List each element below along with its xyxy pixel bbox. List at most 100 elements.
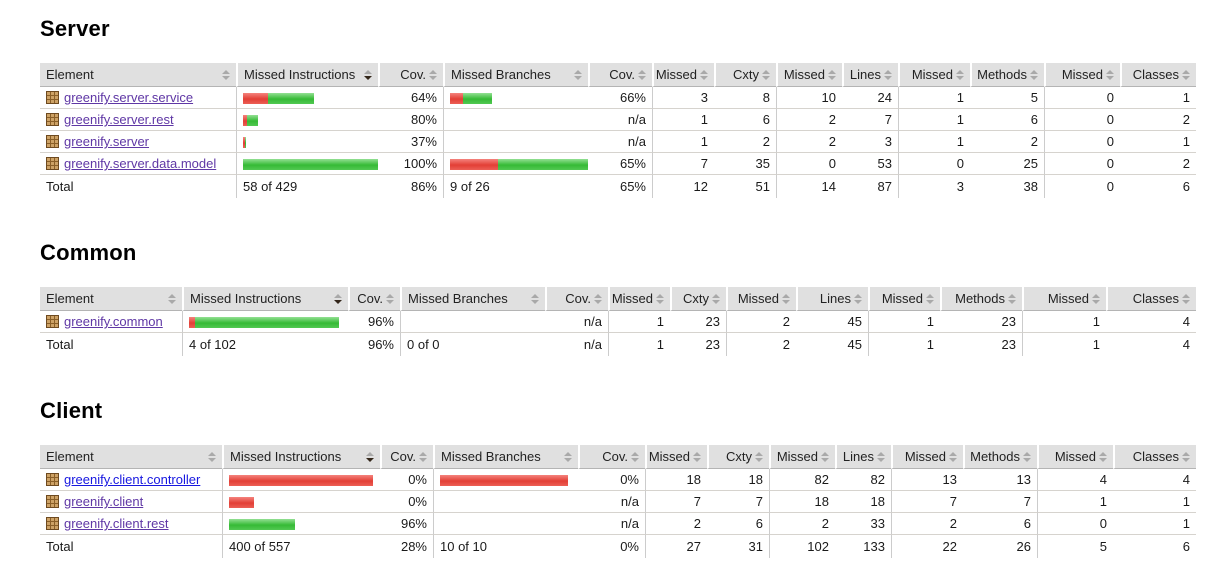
column-header-mb[interactable]: Missed Branches — [433, 445, 578, 469]
column-header-classes[interactable]: Classes — [1120, 63, 1196, 87]
column-header-element[interactable]: Element — [40, 287, 182, 311]
sort-up-arrow — [531, 293, 539, 298]
missed-branches-bar-cell — [443, 109, 588, 131]
element-cell: greenify.client.rest — [40, 513, 222, 535]
sort-up-arrow — [222, 69, 230, 74]
sort-icon — [1182, 293, 1190, 304]
package-link[interactable]: greenify.server.data.model — [64, 156, 217, 171]
column-header-missed4[interactable]: Missed — [1022, 287, 1106, 311]
package-link[interactable]: greenify.server.service — [64, 90, 194, 105]
sort-up-arrow — [884, 69, 892, 74]
column-header-missed3[interactable]: Missed — [891, 445, 963, 469]
sort-up-arrow — [828, 69, 836, 74]
column-header-content: Cov. — [553, 287, 602, 310]
column-header-content: Missed Instructions — [190, 287, 342, 310]
column-header-label: Methods — [977, 67, 1027, 82]
sort-up-arrow — [1023, 451, 1031, 456]
column-header-missed4[interactable]: Missed — [1044, 63, 1120, 87]
column-header-lines[interactable]: Lines — [835, 445, 891, 469]
column-header-label: Missed — [648, 449, 690, 464]
column-header-element[interactable]: Element — [40, 445, 222, 469]
element-cell-content: greenify.server.rest — [46, 112, 230, 127]
column-header-missed1[interactable]: Missed — [652, 63, 714, 87]
column-header-mb[interactable]: Missed Branches — [400, 287, 545, 311]
column-header-element[interactable]: Element — [40, 63, 236, 87]
column-header-missed3[interactable]: Missed — [898, 63, 970, 87]
column-header-missed3[interactable]: Missed — [868, 287, 940, 311]
missed-bar-segment — [243, 137, 245, 149]
sort-down-arrow — [631, 457, 639, 462]
column-header-classes[interactable]: Classes — [1113, 445, 1196, 469]
total-missed-branches-cell: 10 of 10 — [433, 535, 578, 558]
column-header-cov2[interactable]: Cov. — [545, 287, 608, 311]
column-header-missed1[interactable]: Missed — [645, 445, 707, 469]
package-link[interactable]: greenify.client.rest — [64, 516, 169, 531]
column-header-lines[interactable]: Lines — [796, 287, 868, 311]
column-header-cov1[interactable]: Cov. — [380, 445, 433, 469]
column-header-missed2[interactable]: Missed — [776, 63, 842, 87]
sort-icon — [531, 293, 539, 304]
total-label-cell: Total — [46, 337, 74, 352]
package-link[interactable]: greenify.common — [64, 314, 163, 329]
column-header-methods[interactable]: Methods — [963, 445, 1037, 469]
column-header-mi[interactable]: Missed Instructions — [182, 287, 348, 311]
coverage-bar — [243, 137, 246, 149]
sort-icon — [419, 451, 427, 462]
column-header-cxty[interactable]: Cxty — [670, 287, 726, 311]
sort-down-arrow — [1106, 75, 1114, 80]
column-header-cov2[interactable]: Cov. — [578, 445, 645, 469]
table-row: greenify.server.rest 80% n/a 1 6 2 7 1 6 0 2 — [40, 109, 1196, 131]
column-header-lines[interactable]: Lines — [842, 63, 898, 87]
column-header-missed2[interactable]: Missed — [769, 445, 835, 469]
column-header-content: Element — [46, 287, 176, 310]
coverage-table-client: Element Missed Instructions Cov. Missed Bra… — [40, 445, 1196, 558]
total-missed-cell: 12 — [652, 175, 714, 198]
column-header-content: Missed — [777, 445, 829, 468]
column-header-mi[interactable]: Missed Instructions — [222, 445, 380, 469]
column-header-missed2[interactable]: Missed — [726, 287, 796, 311]
column-header-mi[interactable]: Missed Instructions — [236, 63, 378, 87]
column-header-cov1[interactable]: Cov. — [348, 287, 400, 311]
column-header-content: Missed Branches — [451, 63, 582, 86]
cxty-cell: 23 — [670, 311, 726, 333]
covered-bar-segment — [268, 93, 314, 105]
sort-up-arrow — [429, 69, 437, 74]
column-header-content: Cov. — [586, 445, 639, 468]
cxty-cell: 7 — [707, 491, 769, 513]
column-header-cxty[interactable]: Cxty — [714, 63, 776, 87]
sort-down-arrow — [700, 75, 708, 80]
column-header-cxty[interactable]: Cxty — [707, 445, 769, 469]
package-link[interactable]: greenify.server.rest — [64, 112, 174, 127]
sort-icon — [1106, 69, 1114, 80]
coverage-bar — [189, 317, 339, 329]
column-header-label: Methods — [955, 291, 1005, 306]
column-header-content: Missed — [1045, 445, 1107, 468]
sort-down-arrow — [594, 299, 602, 304]
package-link[interactable]: greenify.client — [64, 494, 144, 509]
sort-down-arrow — [574, 75, 582, 80]
instruction-coverage-cell: 96% — [348, 311, 400, 333]
package-link[interactable]: greenify.client.controller — [64, 472, 201, 487]
sort-icon — [712, 293, 720, 304]
column-header-cov2[interactable]: Cov. — [588, 63, 652, 87]
column-header-classes[interactable]: Classes — [1106, 287, 1196, 311]
coverage-bar — [243, 115, 258, 127]
sort-down-arrow — [949, 457, 957, 462]
total-methods-cell: 23 — [1001, 337, 1016, 352]
column-header-label: Cov. — [602, 449, 628, 464]
column-header-mb[interactable]: Missed Branches — [443, 63, 588, 87]
column-header-content: Classes — [1121, 445, 1190, 468]
sort-down-arrow — [1008, 299, 1016, 304]
package-link[interactable]: greenify.server — [64, 134, 150, 149]
coverage-bar — [450, 93, 492, 105]
column-header-missed1[interactable]: Missed — [608, 287, 670, 311]
column-header-missed4[interactable]: Missed — [1037, 445, 1113, 469]
sort-icon — [222, 69, 230, 80]
methods-cell: 25 — [970, 153, 1044, 175]
column-header-cov1[interactable]: Cov. — [378, 63, 443, 87]
table-row: greenify.common 96% n/a 1 23 2 45 1 23 1 4 — [40, 311, 1196, 333]
column-header-methods[interactable]: Methods — [970, 63, 1044, 87]
covered-bar-segment — [247, 115, 258, 127]
column-header-methods[interactable]: Methods — [940, 287, 1022, 311]
missed-cell: 7 — [652, 153, 714, 175]
